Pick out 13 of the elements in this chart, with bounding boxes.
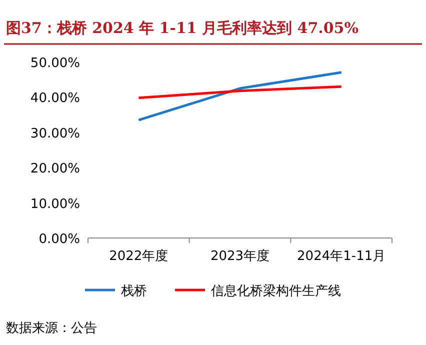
y-tick-label: 0.00%	[38, 232, 80, 247]
legend-label: 栈桥	[120, 284, 147, 299]
x-tick-label: 2023年度	[210, 248, 270, 264]
x-tick-label: 2022年度	[109, 248, 168, 264]
chart-title: 图37：栈桥 2024 年 1-11 月毛利率达到 47.05%	[6, 19, 358, 37]
y-tick-label: 30.00%	[30, 126, 80, 142]
y-tick-label: 40.00%	[30, 91, 80, 106]
y-tick-label: 20.00%	[30, 162, 80, 177]
source-note: 数据来源：公告	[6, 321, 97, 336]
y-tick-label: 50.00%	[30, 56, 80, 71]
x-tick-label: 2024年1-11月	[297, 249, 386, 264]
legend-label: 信息化桥梁构件生产线	[211, 283, 341, 299]
y-tick-label: 10.00%	[30, 196, 80, 212]
